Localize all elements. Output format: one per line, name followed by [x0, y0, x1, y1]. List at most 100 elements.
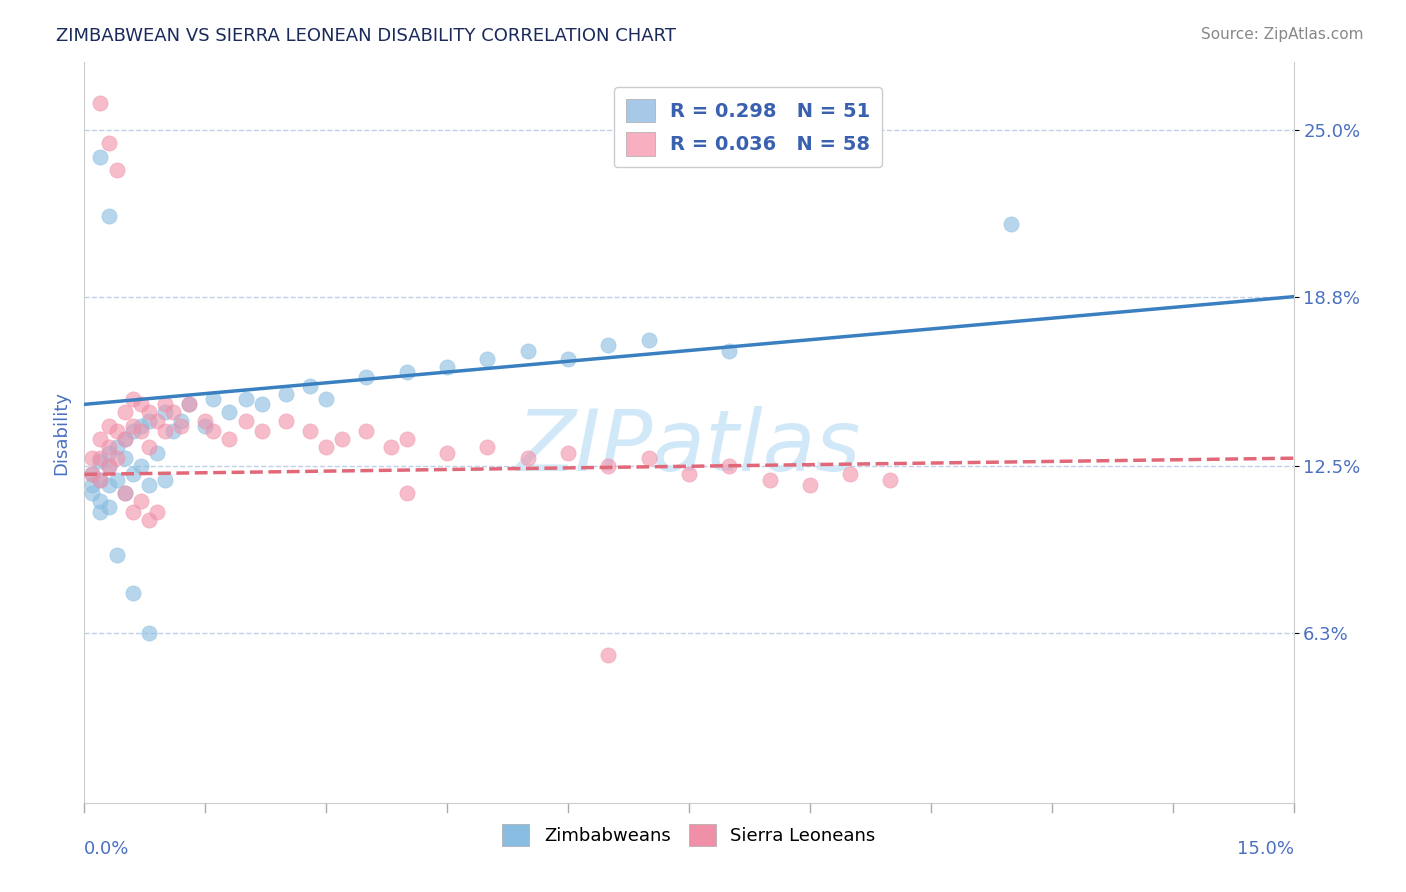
Point	[105, 441, 128, 455]
Point	[218, 405, 240, 419]
Point	[598, 648, 620, 662]
Point	[138, 413, 160, 427]
Point	[153, 473, 176, 487]
Point	[82, 467, 104, 482]
Point	[114, 486, 136, 500]
Text: 0.0%: 0.0%	[84, 840, 129, 858]
Point	[121, 418, 143, 433]
Point	[179, 397, 201, 411]
Point	[678, 467, 700, 482]
Point	[315, 441, 337, 455]
Text: ZIMBABWEAN VS SIERRA LEONEAN DISABILITY CORRELATION CHART: ZIMBABWEAN VS SIERRA LEONEAN DISABILITY …	[56, 27, 676, 45]
Point	[637, 451, 659, 466]
Point	[146, 413, 169, 427]
Point	[436, 359, 458, 374]
Text: Source: ZipAtlas.com: Source: ZipAtlas.com	[1201, 27, 1364, 42]
Point	[162, 424, 184, 438]
Point	[129, 418, 152, 433]
Point	[153, 424, 176, 438]
Point	[274, 386, 297, 401]
Point	[138, 626, 160, 640]
Point	[758, 473, 780, 487]
Point	[97, 441, 120, 455]
Point	[121, 424, 143, 438]
Point	[97, 209, 120, 223]
Point	[121, 586, 143, 600]
Point	[718, 459, 741, 474]
Point	[89, 451, 111, 466]
Point	[250, 424, 273, 438]
Point	[121, 392, 143, 406]
Point	[114, 433, 136, 447]
Point	[97, 459, 120, 474]
Point	[380, 441, 402, 455]
Point	[194, 418, 217, 433]
Point	[162, 405, 184, 419]
Point	[129, 459, 152, 474]
Point	[114, 405, 136, 419]
Point	[121, 505, 143, 519]
Point	[97, 418, 120, 433]
Point	[202, 424, 225, 438]
Text: 15.0%: 15.0%	[1236, 840, 1294, 858]
Point	[82, 486, 104, 500]
Point	[146, 446, 169, 460]
Point	[718, 343, 741, 358]
Point	[235, 413, 257, 427]
Point	[274, 413, 297, 427]
Point	[179, 397, 201, 411]
Point	[105, 451, 128, 466]
Point	[315, 392, 337, 406]
Legend: Zimbabweans, Sierra Leoneans: Zimbabweans, Sierra Leoneans	[495, 816, 883, 853]
Point	[598, 338, 620, 352]
Point	[218, 433, 240, 447]
Point	[299, 378, 322, 392]
Point	[82, 451, 104, 466]
Point	[153, 405, 176, 419]
Point	[202, 392, 225, 406]
Point	[105, 548, 128, 562]
Point	[82, 478, 104, 492]
Point	[89, 95, 111, 110]
Point	[138, 478, 160, 492]
Point	[105, 424, 128, 438]
Point	[1000, 217, 1022, 231]
Point	[129, 424, 152, 438]
Point	[557, 446, 579, 460]
Point	[146, 505, 169, 519]
Point	[121, 467, 143, 482]
Point	[89, 473, 111, 487]
Point	[235, 392, 257, 406]
Point	[299, 424, 322, 438]
Text: ZIPatlas: ZIPatlas	[517, 406, 860, 489]
Point	[138, 441, 160, 455]
Y-axis label: Disability: Disability	[52, 391, 70, 475]
Point	[129, 494, 152, 508]
Point	[839, 467, 862, 482]
Point	[356, 424, 378, 438]
Point	[330, 433, 353, 447]
Point	[436, 446, 458, 460]
Point	[97, 500, 120, 514]
Point	[129, 397, 152, 411]
Point	[138, 405, 160, 419]
Point	[89, 473, 111, 487]
Point	[82, 467, 104, 482]
Point	[395, 486, 418, 500]
Point	[799, 478, 821, 492]
Point	[170, 418, 193, 433]
Point	[477, 351, 499, 366]
Point	[89, 505, 111, 519]
Point	[879, 473, 901, 487]
Point	[89, 454, 111, 468]
Point	[114, 451, 136, 466]
Point	[138, 513, 160, 527]
Point	[637, 333, 659, 347]
Point	[97, 459, 120, 474]
Point	[250, 397, 273, 411]
Point	[105, 163, 128, 178]
Point	[516, 343, 538, 358]
Point	[598, 459, 620, 474]
Point	[89, 433, 111, 447]
Point	[89, 494, 111, 508]
